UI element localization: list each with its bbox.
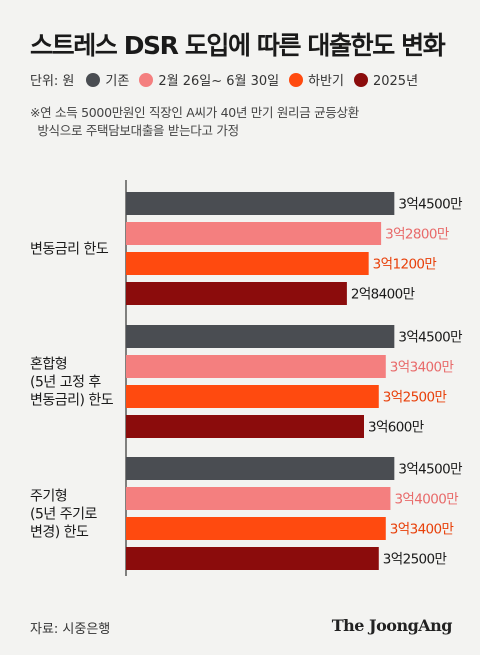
legend-swatch-2025 [353, 72, 368, 87]
category-label: 주기형 (5년 주기로 변경) 한도 [30, 489, 97, 541]
bar [126, 282, 347, 305]
legend-label-second-half: 하반기 [308, 74, 344, 89]
bar [126, 252, 369, 275]
legend-label-2025: 2025년 [372, 74, 419, 89]
brand-logo: The JoongAng [331, 616, 453, 635]
legend-item-feb-jun: 2월 26일~ 6월 30일 [139, 70, 279, 89]
bar [126, 222, 382, 245]
data-label: 3억4000만 [394, 492, 458, 508]
data-label: 3억4500만 [398, 197, 462, 213]
data-label: 3억4500만 [398, 462, 462, 478]
legend-label-feb-jun: 2월 26일~ 6월 30일 [158, 74, 280, 89]
bar [126, 385, 379, 408]
data-label: 3억3400만 [390, 360, 454, 376]
data-label: 3억1200만 [373, 257, 437, 273]
data-label: 3억4500만 [398, 330, 462, 346]
legend-item-second-half: 하반기 [289, 70, 344, 89]
category-label: 혼합형 (5년 고정 후 변동금리) 한도 [30, 357, 114, 409]
data-label: 3억600만 [368, 420, 424, 436]
chart-title: 스트레스 DSR 도입에 따른 대출한도 변화 [30, 31, 446, 60]
data-label: 2억8400만 [351, 287, 415, 303]
data-label: 3억2800만 [385, 227, 449, 243]
bar [126, 325, 395, 348]
legend: 단위: 원 기존 2월 26일~ 6월 30일 하반기 2025년 [30, 70, 428, 89]
bar [126, 487, 391, 510]
bar [126, 415, 364, 438]
unit-label: 단위: 원 [30, 74, 75, 89]
bar [126, 355, 386, 378]
legend-label-existing: 기존 [105, 74, 130, 89]
data-label: 3억2500만 [383, 390, 447, 406]
bar [126, 457, 395, 480]
legend-swatch-existing [86, 72, 101, 87]
bar [126, 517, 386, 540]
category-label: 변동금리 한도 [30, 242, 109, 258]
bar [126, 192, 395, 215]
legend-item-2025: 2025년 [353, 70, 419, 89]
data-label: 3억2500만 [383, 552, 447, 568]
assumption-note: ※연 소득 5000만원인 직장인 A씨가 40년 만기 원리금 균등상환 방식… [30, 105, 359, 138]
legend-swatch-second-half [289, 72, 304, 87]
legend-swatch-feb-jun [139, 72, 154, 87]
data-label: 3억3400만 [390, 522, 454, 538]
bar [126, 547, 379, 570]
legend-item-existing: 기존 [86, 70, 129, 89]
source-label: 자료: 시중은행 [30, 622, 111, 637]
